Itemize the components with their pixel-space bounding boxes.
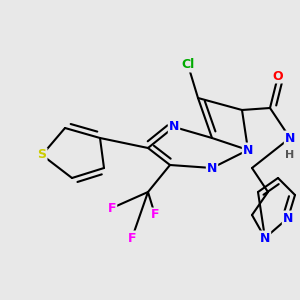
- Text: N: N: [260, 232, 270, 244]
- Text: N: N: [207, 161, 217, 175]
- Text: N: N: [283, 212, 293, 224]
- Text: O: O: [273, 70, 283, 83]
- Text: Cl: Cl: [182, 58, 195, 71]
- Text: N: N: [285, 131, 295, 145]
- Text: F: F: [108, 202, 116, 214]
- Text: H: H: [285, 150, 295, 160]
- Text: S: S: [38, 148, 46, 161]
- Text: N: N: [169, 121, 179, 134]
- Text: F: F: [128, 232, 136, 244]
- Text: N: N: [243, 143, 253, 157]
- Text: F: F: [151, 208, 159, 221]
